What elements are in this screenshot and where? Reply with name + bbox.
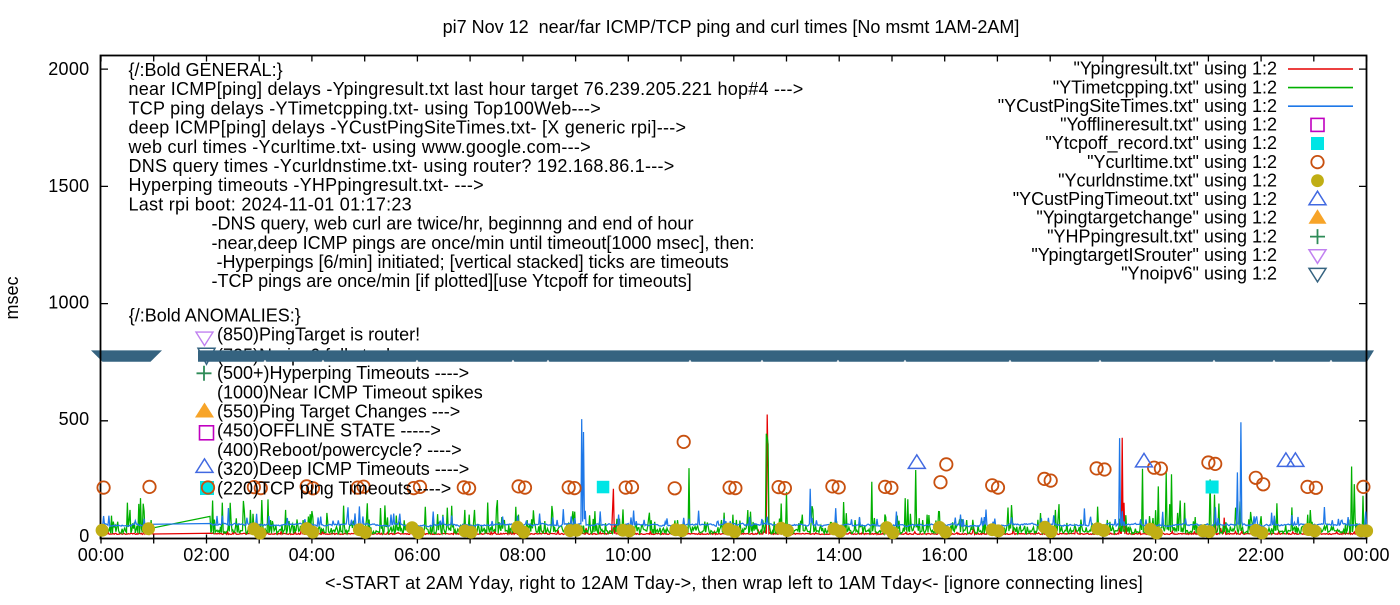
svg-text:06:00: 06:00	[394, 545, 441, 565]
svg-text:-Hyperpings [6/min] initiated;: -Hyperpings [6/min] initiated; [vertical…	[217, 252, 729, 272]
svg-text:12:00: 12:00	[711, 545, 758, 565]
svg-text:<-START at 2AM Yday, right to: <-START at 2AM Yday, right to 12AM Tday-…	[325, 573, 1143, 593]
svg-text:20:00: 20:00	[1132, 545, 1179, 565]
svg-text:"Ynoipv6" using 1:2: "Ynoipv6" using 1:2	[1121, 264, 1277, 284]
svg-text:-TCP pings are once/min [if pl: -TCP pings are once/min [if plotted][use…	[212, 271, 692, 291]
svg-text:(500+)Hyperping Timeouts ---->: (500+)Hyperping Timeouts ---->	[217, 363, 469, 383]
svg-text:"Ytcpoff_record.txt" using 1:2: "Ytcpoff_record.txt" using 1:2	[1045, 133, 1277, 154]
svg-text:"Ycurldnstime.txt" using 1:2: "Ycurldnstime.txt" using 1:2	[1058, 170, 1277, 190]
svg-text:(1000)Near ICMP Timeout spikes: (1000)Near ICMP Timeout spikes	[217, 382, 483, 402]
svg-text:22:00: 22:00	[1238, 545, 1285, 565]
svg-text:near ICMP[ping] delays -Ypingr: near ICMP[ping] delays -Ypingresult.txt …	[129, 79, 804, 99]
svg-text:DNS query times -Ycurldnstime.: DNS query times -Ycurldnstime.txt- using…	[129, 156, 675, 176]
svg-text:14:00: 14:00	[816, 545, 863, 565]
svg-text:10:00: 10:00	[605, 545, 652, 565]
svg-text:1000: 1000	[48, 293, 89, 313]
svg-text:18:00: 18:00	[1027, 545, 1074, 565]
svg-text:pi7 Nov 12 near/far ICMP/TCP: pi7 Nov 12 near/far ICMP/TCP ping and cu…	[443, 17, 1020, 37]
svg-text:msec: msec	[2, 276, 22, 319]
svg-text:{/:Bold GENERAL:}: {/:Bold GENERAL:}	[129, 60, 283, 80]
svg-text:deep ICMP[ping] delays -YCustP: deep ICMP[ping] delays -YCustPingSiteTim…	[129, 118, 687, 138]
svg-text:(320)Deep ICMP Timeouts ---->: (320)Deep ICMP Timeouts ---->	[217, 459, 469, 479]
svg-text:-DNS query, web curl are twice: -DNS query, web curl are twice/hr, begin…	[212, 214, 694, 234]
svg-text:"YpingtargetISrouter" using 1:: "YpingtargetISrouter" using 1:2	[1031, 245, 1277, 265]
svg-text:"YTimetcpping.txt" using 1:2: "YTimetcpping.txt" using 1:2	[1053, 77, 1277, 97]
svg-text:2000: 2000	[48, 59, 89, 79]
svg-text:04:00: 04:00	[289, 545, 336, 565]
svg-text:Last rpi boot: 2024-11-01 01:1: Last rpi boot: 2024-11-01 01:17:23	[129, 194, 412, 214]
svg-text:08:00: 08:00	[500, 545, 547, 565]
svg-text:"Ycurltime.txt" using 1:2: "Ycurltime.txt" using 1:2	[1087, 152, 1277, 172]
svg-text:00:00: 00:00	[78, 545, 125, 565]
svg-text:(550)Ping Target Changes --->: (550)Ping Target Changes --->	[217, 402, 460, 422]
svg-text:"Ypingtargetchange" using 1:2: "Ypingtargetchange" using 1:2	[1036, 208, 1277, 228]
svg-text:(450)OFFLINE STATE ----->: (450)OFFLINE STATE ----->	[217, 421, 441, 441]
svg-text:1500: 1500	[48, 176, 89, 196]
svg-text:"YCustPingSiteTimes.txt" using: "YCustPingSiteTimes.txt" using 1:2	[998, 96, 1277, 116]
svg-text:0: 0	[79, 526, 89, 546]
svg-text:16:00: 16:00	[921, 545, 968, 565]
svg-text:500: 500	[59, 409, 90, 429]
svg-text:{/:Bold ANOMALIES:}: {/:Bold ANOMALIES:}	[129, 306, 301, 326]
svg-text:"Ypingresult.txt" using 1:2: "Ypingresult.txt" using 1:2	[1073, 59, 1277, 79]
svg-text:"YHPpingresult.txt" using 1:2: "YHPpingresult.txt" using 1:2	[1047, 226, 1277, 246]
svg-text:"YCustPingTimeout.txt" using 1: "YCustPingTimeout.txt" using 1:2	[1013, 189, 1277, 209]
svg-text:(400)Reboot/powercycle? ---->: (400)Reboot/powercycle? ---->	[217, 440, 462, 460]
svg-text:web curl times -Ycurltime.txt-: web curl times -Ycurltime.txt- using www…	[128, 137, 591, 157]
svg-text:TCP ping delays -YTimetcpping.: TCP ping delays -YTimetcpping.txt- using…	[129, 98, 602, 118]
svg-text:"Yofflineresult.txt" using 1:2: "Yofflineresult.txt" using 1:2	[1060, 115, 1277, 135]
svg-text:Hyperping timeouts -YHPpingres: Hyperping timeouts -YHPpingresult.txt- -…	[129, 175, 484, 195]
svg-text:(850)PingTarget is router!: (850)PingTarget is router!	[217, 325, 420, 345]
svg-text:02:00: 02:00	[183, 545, 230, 565]
svg-text:00:00: 00:00	[1343, 545, 1390, 565]
svg-text:-near,deep ICMP pings are once: -near,deep ICMP pings are once/min until…	[212, 233, 755, 253]
svg-text:(220)TCP ping Timeouts ---->: (220)TCP ping Timeouts ---->	[217, 478, 451, 498]
